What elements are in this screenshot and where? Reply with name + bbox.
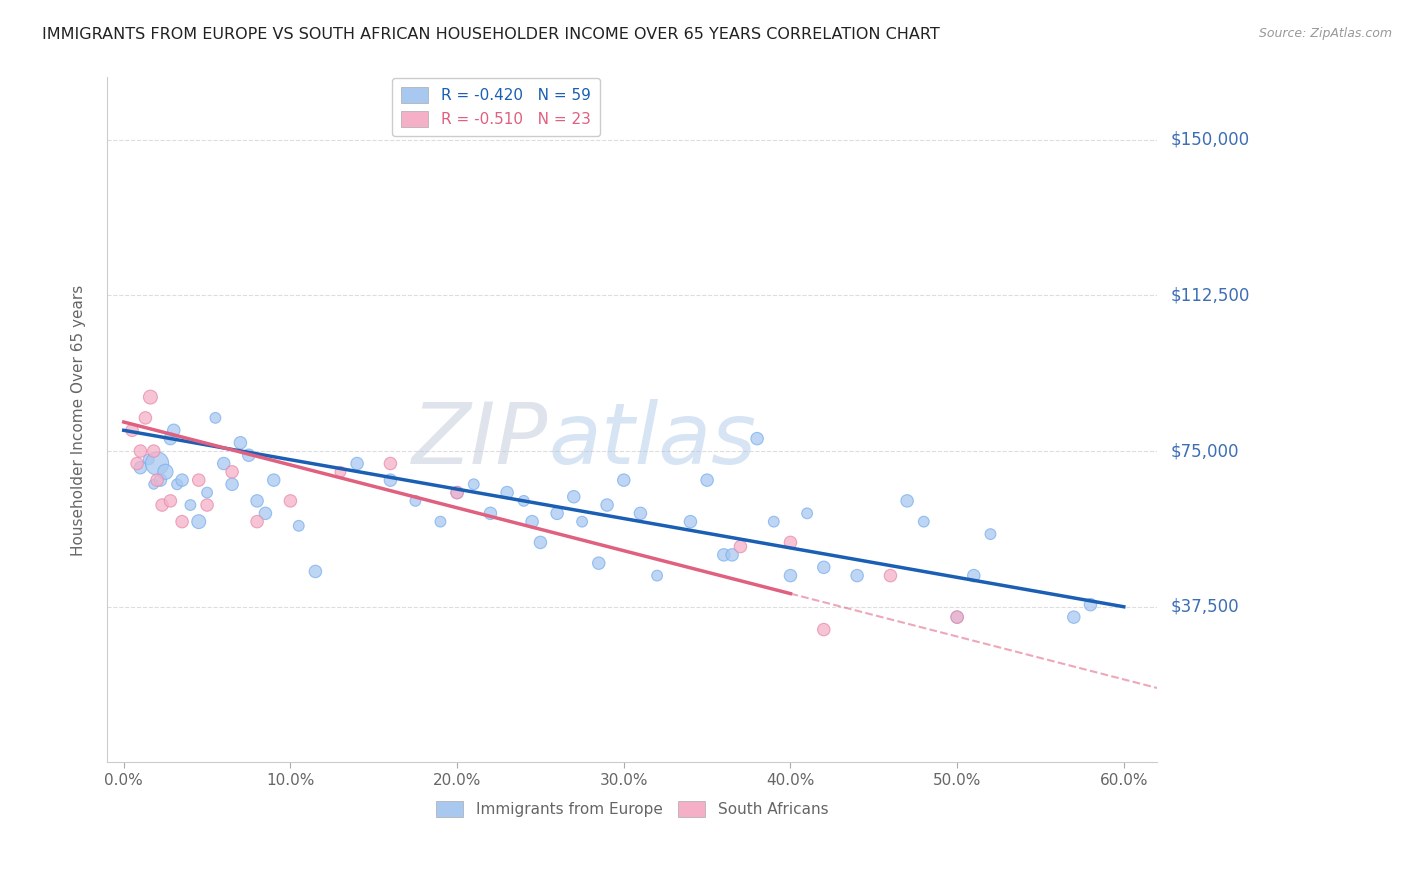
Point [221, 465, 243, 479]
Point [513, 494, 536, 508]
Point [496, 485, 519, 500]
Point [172, 515, 194, 529]
Point [346, 457, 368, 471]
Point [246, 494, 269, 508]
Point [1080, 598, 1102, 612]
Point [229, 435, 252, 450]
Text: IMMIGRANTS FROM EUROPE VS SOUTH AFRICAN HOUSEHOLDER INCOME OVER 65 YEARS CORRELA: IMMIGRANTS FROM EUROPE VS SOUTH AFRICAN … [42, 27, 941, 42]
Point [179, 498, 201, 512]
Point [287, 518, 309, 533]
Point [446, 485, 468, 500]
Point [679, 515, 702, 529]
Point [846, 568, 869, 582]
Point [896, 494, 918, 508]
Point [138, 452, 160, 467]
Point [979, 527, 1001, 541]
Point [588, 556, 610, 570]
Point [380, 457, 402, 471]
Point [129, 444, 152, 458]
Point [212, 457, 235, 471]
Point [404, 494, 426, 508]
Point [429, 515, 451, 529]
Text: $112,500: $112,500 [1171, 286, 1250, 304]
Point [796, 506, 818, 520]
Point [155, 465, 177, 479]
Point [304, 565, 326, 579]
Point [121, 423, 143, 437]
Y-axis label: Householder Income Over 65 years: Householder Income Over 65 years [72, 285, 86, 556]
Text: $75,000: $75,000 [1171, 442, 1240, 460]
Point [630, 506, 652, 520]
Point [745, 432, 768, 446]
Point [329, 465, 352, 479]
Point [963, 568, 986, 582]
Point [195, 498, 218, 512]
Text: atlas: atlas [548, 399, 756, 482]
Point [912, 515, 935, 529]
Point [129, 460, 152, 475]
Point [139, 390, 162, 404]
Point [254, 506, 277, 520]
Point [446, 485, 468, 500]
Point [529, 535, 551, 549]
Point [779, 568, 801, 582]
Point [149, 473, 172, 487]
Point [946, 610, 969, 624]
Point [204, 410, 226, 425]
Point [571, 515, 593, 529]
Point [195, 485, 218, 500]
Point [562, 490, 585, 504]
Point [187, 473, 209, 487]
Point [125, 457, 148, 471]
Point [159, 432, 181, 446]
Point [142, 444, 165, 458]
Point [280, 494, 302, 508]
Point [187, 515, 209, 529]
Text: $37,500: $37,500 [1171, 598, 1240, 615]
Point [142, 477, 165, 491]
Point [779, 535, 801, 549]
Point [721, 548, 744, 562]
Point [172, 473, 194, 487]
Point [463, 477, 485, 491]
Point [1063, 610, 1085, 624]
Point [159, 494, 181, 508]
Point [146, 473, 169, 487]
Point [150, 498, 173, 512]
Point [163, 423, 186, 437]
Text: Source: ZipAtlas.com: Source: ZipAtlas.com [1258, 27, 1392, 40]
Point [380, 473, 402, 487]
Point [238, 448, 260, 462]
Point [813, 623, 835, 637]
Text: ZIP: ZIP [412, 399, 548, 482]
Point [221, 477, 243, 491]
Point [596, 498, 619, 512]
Text: $150,000: $150,000 [1171, 131, 1250, 149]
Point [146, 457, 169, 471]
Point [696, 473, 718, 487]
Point [546, 506, 568, 520]
Point [713, 548, 735, 562]
Point [520, 515, 543, 529]
Point [946, 610, 969, 624]
Point [645, 568, 668, 582]
Point [479, 506, 502, 520]
Point [762, 515, 785, 529]
Point [813, 560, 835, 574]
Point [613, 473, 636, 487]
Point [879, 568, 901, 582]
Point [134, 410, 156, 425]
Legend: Immigrants from Europe, South Africans: Immigrants from Europe, South Africans [430, 795, 834, 823]
Point [166, 477, 188, 491]
Point [246, 515, 269, 529]
Point [730, 540, 752, 554]
Point [263, 473, 285, 487]
